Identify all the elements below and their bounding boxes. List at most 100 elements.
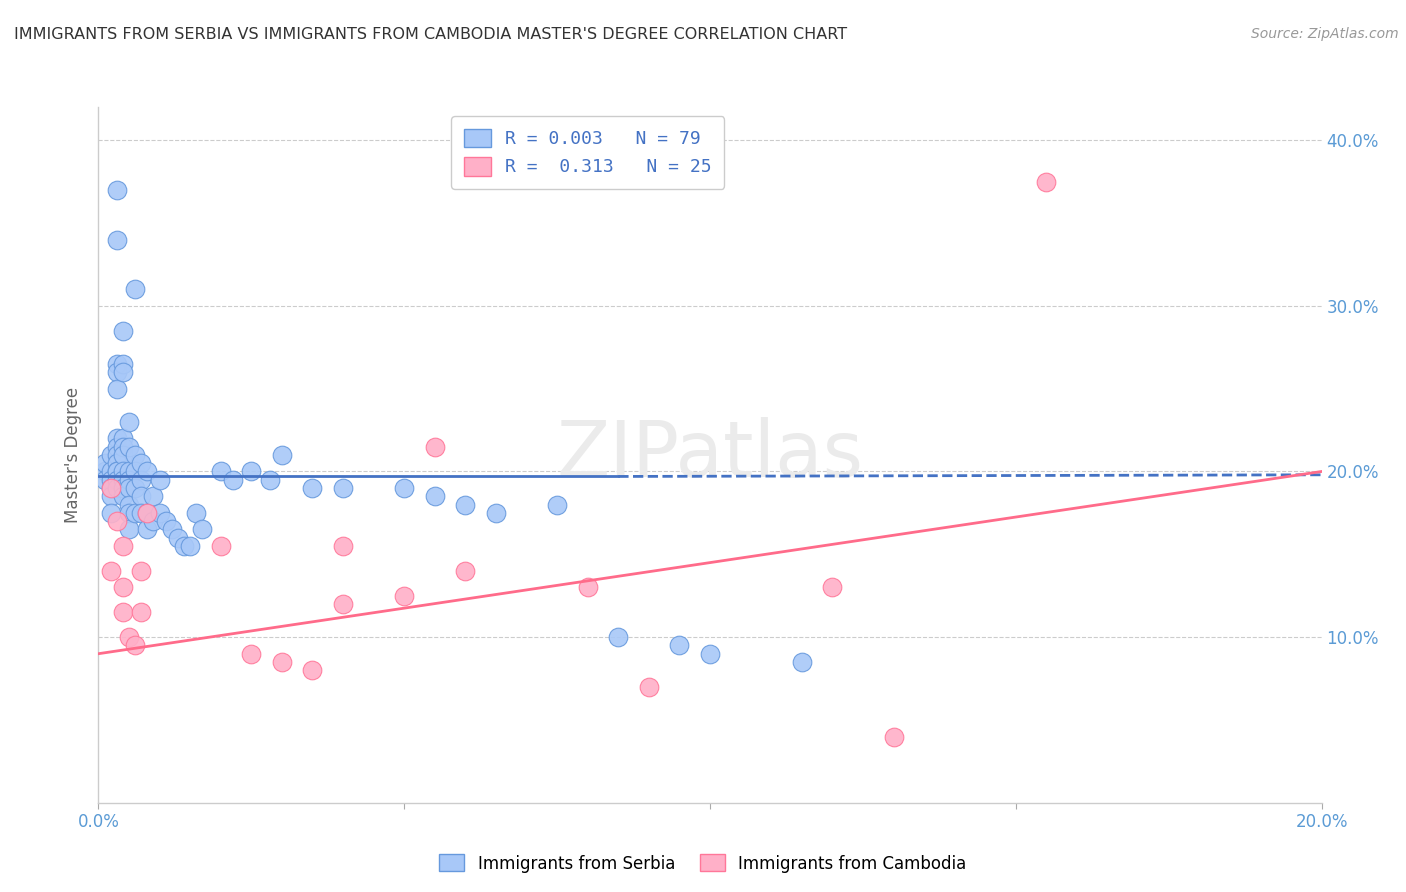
Point bbox=[129, 473, 152, 487]
Point bbox=[124, 506, 146, 520]
Point bbox=[124, 448, 146, 462]
Point bbox=[191, 523, 214, 537]
Point bbox=[105, 465, 128, 479]
Text: IMMIGRANTS FROM SERBIA VS IMMIGRANTS FROM CAMBODIA MASTER'S DEGREE CORRELATION C: IMMIGRANTS FROM SERBIA VS IMMIGRANTS FRO… bbox=[14, 27, 848, 42]
Point bbox=[423, 489, 446, 503]
Point bbox=[149, 473, 172, 487]
Point bbox=[136, 523, 159, 537]
Point bbox=[105, 183, 128, 197]
Point bbox=[160, 523, 183, 537]
Point bbox=[100, 465, 122, 479]
Legend: Immigrants from Serbia, Immigrants from Cambodia: Immigrants from Serbia, Immigrants from … bbox=[433, 847, 973, 880]
Point bbox=[136, 465, 159, 479]
Point bbox=[100, 489, 122, 503]
Point bbox=[124, 481, 146, 495]
Point bbox=[118, 498, 141, 512]
Point bbox=[607, 630, 630, 644]
Point bbox=[100, 448, 122, 462]
Y-axis label: Master's Degree: Master's Degree bbox=[65, 387, 83, 523]
Point bbox=[576, 581, 599, 595]
Point bbox=[118, 473, 141, 487]
Point bbox=[270, 448, 292, 462]
Point bbox=[111, 539, 134, 553]
Point bbox=[240, 647, 263, 661]
Point bbox=[105, 365, 128, 379]
Point bbox=[790, 655, 813, 669]
Point bbox=[136, 506, 159, 520]
Point bbox=[105, 514, 128, 528]
Point bbox=[105, 431, 128, 445]
Point bbox=[118, 465, 141, 479]
Point bbox=[454, 564, 477, 578]
Point bbox=[259, 473, 281, 487]
Point bbox=[485, 506, 508, 520]
Point bbox=[118, 415, 141, 429]
Point bbox=[155, 514, 177, 528]
Point bbox=[129, 506, 152, 520]
Point bbox=[105, 440, 128, 454]
Point bbox=[332, 481, 354, 495]
Point bbox=[100, 481, 122, 495]
Point bbox=[124, 282, 146, 296]
Point bbox=[883, 730, 905, 744]
Point bbox=[100, 473, 122, 487]
Point bbox=[392, 481, 416, 495]
Point bbox=[124, 639, 146, 653]
Point bbox=[423, 440, 446, 454]
Point bbox=[105, 465, 128, 479]
Point bbox=[1035, 175, 1057, 189]
Point bbox=[222, 473, 245, 487]
Point bbox=[118, 440, 141, 454]
Point bbox=[105, 233, 128, 247]
Point bbox=[142, 514, 165, 528]
Point bbox=[118, 523, 141, 537]
Point bbox=[332, 539, 354, 553]
Legend: R = 0.003   N = 79, R =  0.313   N = 25: R = 0.003 N = 79, R = 0.313 N = 25 bbox=[451, 116, 724, 189]
Point bbox=[301, 481, 323, 495]
Point bbox=[105, 481, 128, 495]
Point bbox=[821, 581, 844, 595]
Point bbox=[111, 473, 134, 487]
Point bbox=[93, 473, 115, 487]
Point bbox=[129, 564, 152, 578]
Text: ZIPatlas: ZIPatlas bbox=[557, 417, 863, 493]
Point bbox=[186, 506, 208, 520]
Point bbox=[111, 440, 134, 454]
Point bbox=[100, 506, 122, 520]
Point bbox=[209, 539, 232, 553]
Point bbox=[111, 581, 134, 595]
Point bbox=[111, 465, 134, 479]
Point bbox=[111, 489, 134, 503]
Point bbox=[105, 456, 128, 470]
Point bbox=[129, 489, 152, 503]
Point bbox=[100, 564, 122, 578]
Point bbox=[118, 506, 141, 520]
Point bbox=[149, 506, 172, 520]
Point bbox=[111, 481, 134, 495]
Point bbox=[270, 655, 292, 669]
Point bbox=[118, 481, 141, 495]
Point bbox=[111, 324, 134, 338]
Point bbox=[93, 465, 115, 479]
Point bbox=[240, 465, 263, 479]
Point bbox=[105, 382, 128, 396]
Point bbox=[142, 489, 165, 503]
Point bbox=[173, 539, 195, 553]
Point bbox=[129, 456, 152, 470]
Point bbox=[111, 448, 134, 462]
Point bbox=[454, 498, 477, 512]
Point bbox=[179, 539, 201, 553]
Point bbox=[699, 647, 721, 661]
Point bbox=[105, 357, 128, 371]
Point bbox=[124, 465, 146, 479]
Point bbox=[668, 639, 690, 653]
Point bbox=[129, 605, 152, 619]
Text: Source: ZipAtlas.com: Source: ZipAtlas.com bbox=[1251, 27, 1399, 41]
Point bbox=[111, 365, 134, 379]
Point bbox=[332, 597, 354, 611]
Point bbox=[392, 589, 416, 603]
Point bbox=[167, 531, 190, 545]
Point bbox=[111, 357, 134, 371]
Point bbox=[136, 506, 159, 520]
Point bbox=[111, 605, 134, 619]
